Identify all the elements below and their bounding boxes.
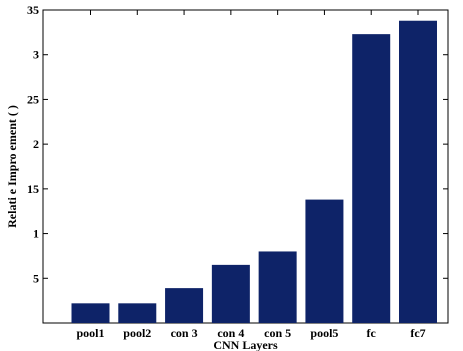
x-tick-label: pool1: [76, 326, 104, 340]
y-tick-label: 2: [33, 137, 39, 151]
bar: [118, 303, 157, 323]
bar: [165, 288, 204, 323]
bar: [71, 303, 110, 323]
y-tick-label: 3: [33, 48, 39, 62]
y-tick-label: 25: [27, 92, 39, 106]
y-tick-label: 5: [33, 271, 39, 285]
x-tick-label: pool2: [123, 326, 151, 340]
x-tick-label: con 4: [217, 326, 244, 340]
y-tick-label: 1: [33, 227, 39, 241]
y-axis-ticks: 5 1 15 2 25 3 35: [27, 3, 448, 324]
x-tick-label: con 3: [171, 326, 198, 340]
bar: [399, 20, 437, 324]
y-tick-label: 35: [27, 3, 39, 17]
x-tick-label: fc7: [410, 326, 425, 340]
bar: [211, 264, 250, 323]
y-tick-label: 15: [27, 182, 39, 196]
x-tick-label: con 5: [264, 326, 291, 340]
bar: [305, 199, 344, 323]
y-axis-title: Relati e Impro ement ( ): [5, 105, 19, 228]
x-axis-title: CNN Layers: [213, 338, 278, 351]
x-axis-ticks: pool1 pool2 con 3 con 4 con 5 pool5 fc fc7: [76, 10, 426, 340]
x-tick-label: pool5: [310, 326, 338, 340]
bar: [352, 34, 391, 323]
bar: [258, 251, 297, 323]
bars: [71, 20, 437, 324]
x-tick-label: fc: [367, 326, 377, 340]
